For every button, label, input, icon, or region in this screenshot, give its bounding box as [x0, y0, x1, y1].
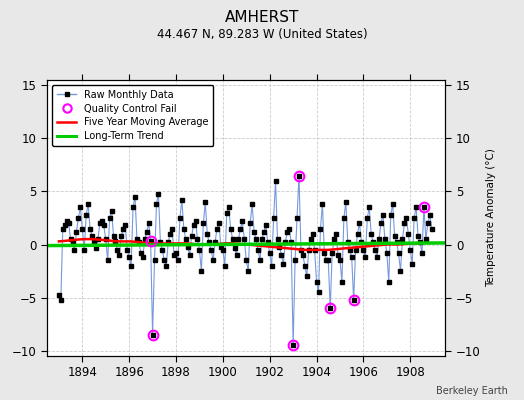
Text: Berkeley Earth: Berkeley Earth: [436, 386, 508, 396]
Text: 44.467 N, 89.283 W (United States): 44.467 N, 89.283 W (United States): [157, 28, 367, 41]
Legend: Raw Monthly Data, Quality Control Fail, Five Year Moving Average, Long-Term Tren: Raw Monthly Data, Quality Control Fail, …: [52, 85, 213, 146]
Y-axis label: Temperature Anomaly (°C): Temperature Anomaly (°C): [486, 148, 496, 288]
Text: AMHERST: AMHERST: [225, 10, 299, 25]
